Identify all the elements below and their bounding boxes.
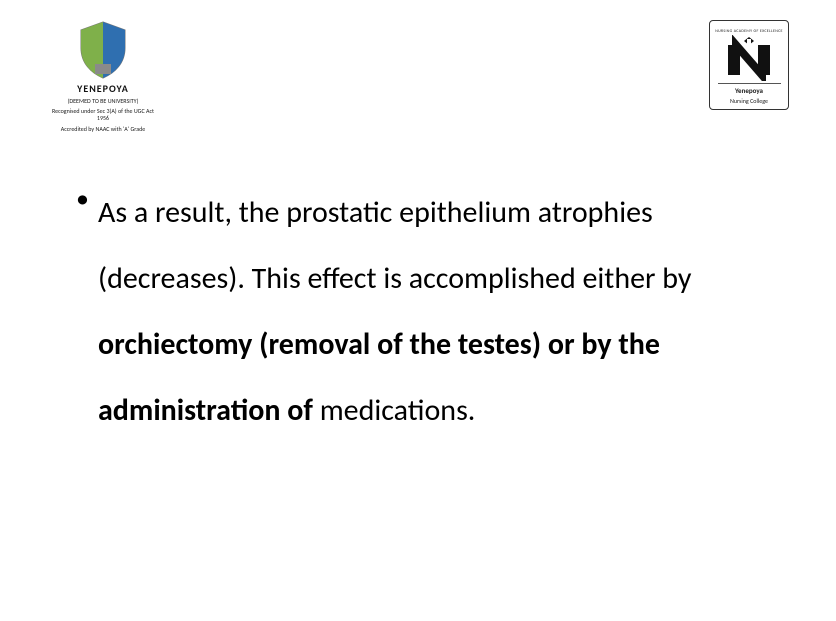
nursing-college-icon [722, 35, 776, 81]
bullet-item: • As a result, the prostatic epithelium … [70, 180, 786, 444]
logo-right: NURSING ACADEMY OF EXCELLENCE Yenepoya N… [708, 20, 790, 110]
logo-right-box: NURSING ACADEMY OF EXCELLENCE Yenepoya N… [709, 20, 789, 110]
logo-right-line1: Yenepoya [735, 87, 763, 95]
logo-left: YENEPOYA (DEEMED TO BE UNIVERSITY) Recog… [48, 18, 158, 133]
logo-left-sub1: (DEEMED TO BE UNIVERSITY) [68, 98, 139, 105]
slide-body: • As a result, the prostatic epithelium … [70, 180, 786, 444]
bullet-text: As a result, the prostatic epithelium at… [98, 180, 786, 444]
slide: YENEPOYA (DEEMED TO BE UNIVERSITY) Recog… [0, 0, 836, 621]
logo-left-sub2: Recognised under Sec 3(A) of the UGC Act… [48, 108, 158, 122]
yenepoya-shield-icon [73, 18, 133, 80]
bullet-text-segment: medications. [320, 392, 476, 429]
logo-left-title: YENEPOYA [77, 82, 129, 95]
logo-right-line2: Nursing College [730, 98, 768, 105]
bullet-marker: • [70, 180, 98, 216]
logo-left-sub3: Accredited by NAAC with 'A' Grade [61, 126, 145, 133]
bullet-text-segment: As a result, the prostatic epithelium at… [98, 194, 691, 297]
